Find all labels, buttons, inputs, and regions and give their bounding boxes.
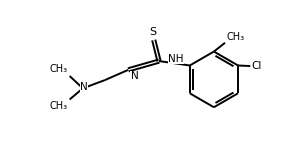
- Text: N: N: [80, 82, 88, 92]
- Text: S: S: [150, 27, 157, 37]
- Text: CH₃: CH₃: [50, 64, 68, 74]
- Text: NH: NH: [168, 54, 183, 64]
- Text: CH₃: CH₃: [50, 101, 68, 111]
- Text: CH₃: CH₃: [226, 32, 245, 42]
- Text: Cl: Cl: [251, 61, 262, 71]
- Text: N: N: [131, 71, 138, 81]
